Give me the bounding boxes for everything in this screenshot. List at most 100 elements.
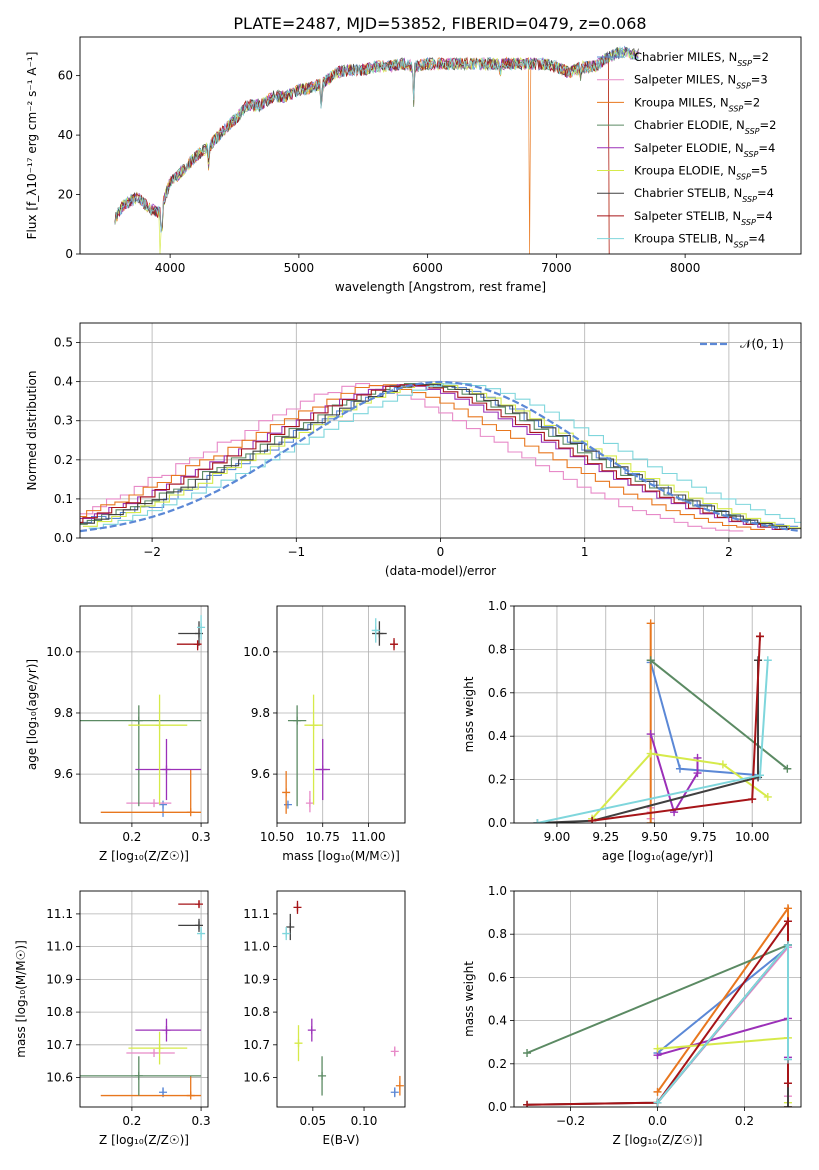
y-tick-label: 11.0	[243, 940, 270, 954]
weight-marker	[783, 904, 792, 913]
y-tick-label: 9.8	[54, 706, 73, 720]
errorbar-point	[294, 1025, 303, 1062]
x-axis-label: Z [log₁₀(Z/Z☉)]	[99, 1133, 189, 1147]
y-tick-label: 0.5	[54, 336, 73, 350]
marker	[195, 921, 204, 930]
errorbar-point	[282, 927, 291, 941]
y-tick-label: 1.0	[488, 599, 507, 613]
grid	[276, 606, 405, 823]
marker	[155, 1044, 164, 1053]
marker	[186, 1091, 195, 1100]
legend-label: Salpeter MILES, NSSP=3	[634, 73, 768, 91]
x-tick-label: 10.50	[260, 830, 294, 844]
legend-label: Salpeter STELIB, NSSP=4	[634, 209, 773, 227]
errorbar-point	[176, 640, 202, 651]
y-tick-label: 0.0	[488, 1100, 507, 1114]
x-tick-label: 0.3	[192, 830, 211, 844]
marker	[390, 640, 399, 649]
y-tick-label: 0.0	[54, 531, 73, 545]
grid	[80, 606, 208, 823]
errorbar-point	[178, 621, 204, 646]
x-axis-label: mass [log₁₀(M/M☉)]	[282, 849, 400, 863]
x-tick-label: 8000	[670, 261, 701, 275]
weight-marker	[763, 656, 772, 665]
plot-area	[533, 619, 792, 823]
marker	[195, 900, 204, 909]
marker	[294, 1039, 303, 1048]
plot-area	[80, 900, 206, 1100]
axes-frame	[513, 890, 802, 1108]
weight-line	[656, 905, 789, 1107]
y-tick-label: 10.8	[243, 1005, 270, 1019]
errorbar-point	[197, 615, 206, 640]
y-tick-label: 40	[58, 128, 73, 142]
x-axis-label: (data-model)/error	[385, 564, 496, 578]
weight-marker	[718, 760, 727, 769]
y-tick-label: 10.6	[243, 1071, 270, 1085]
errorbar-point	[371, 618, 380, 643]
y-axis-label: mass weight	[462, 961, 476, 1037]
weight-line	[537, 660, 759, 823]
x-tick-label: 0.2	[735, 1114, 754, 1128]
plot-area	[282, 618, 399, 814]
errorbar-point	[304, 694, 323, 805]
histogram-kroupa-elodie	[82, 383, 801, 529]
weight-line	[649, 662, 761, 777]
plot-area	[114, 45, 639, 254]
y-tick-label: 0.6	[488, 970, 507, 984]
spectrum-line	[114, 47, 639, 230]
y-tick-label: 11.1	[243, 907, 270, 921]
histogram-chabrier-miles	[80, 383, 799, 527]
axes-frame	[79, 890, 209, 1108]
histogram-salpeter-elodie	[80, 384, 787, 530]
errorbar-point	[159, 800, 168, 817]
x-axis-label: wavelength [Angstrom, rest frame]	[335, 280, 546, 294]
spectrum-line	[114, 46, 639, 233]
x-tick-label: 4000	[155, 261, 186, 275]
y-tick-label: 10.6	[46, 1071, 73, 1085]
x-tick-label: 0.2	[122, 1114, 141, 1128]
errorbar-point	[282, 771, 291, 814]
errorbar-point	[287, 705, 307, 807]
errorbar-point	[178, 900, 204, 909]
grid	[80, 891, 208, 1107]
errorbar-point	[390, 1087, 399, 1098]
errorbar-point	[372, 621, 387, 646]
y-tick-label: 0.8	[488, 642, 507, 656]
weight-marker	[783, 941, 792, 949]
marker	[318, 765, 327, 774]
y-tick-label: 0.8	[488, 927, 507, 941]
y-tick-label: 10.9	[46, 972, 73, 986]
y-tick-label: 0.4	[488, 729, 507, 743]
y-tick-label: 9.6	[251, 767, 270, 781]
marker	[371, 626, 380, 635]
marker	[283, 800, 292, 809]
legend-label: 𝒩(0, 1)	[740, 337, 784, 351]
y-tick-label: 10.7	[46, 1038, 73, 1052]
weight-marker	[653, 1098, 662, 1107]
axes-frame	[276, 605, 406, 824]
x-tick-label: 6000	[412, 261, 443, 275]
panel-spectrum: 4000 5000 6000 7000 8000 0 20 40 60 wavelength [A…	[25, 36, 802, 294]
x-axis-label: age [log₁₀(age/yr)]	[602, 849, 713, 863]
weight-marker	[756, 771, 764, 780]
weight-marker	[646, 656, 655, 665]
y-tick-label: 0.0	[488, 816, 507, 830]
y-axis-label: age [log₁₀(age/yr)]	[25, 659, 39, 770]
weight-marker	[653, 1087, 662, 1096]
marker	[150, 1049, 159, 1057]
x-tick-label: 11.00	[351, 830, 385, 844]
weight-line	[657, 1036, 789, 1103]
x-tick-label: 0.0	[648, 1114, 667, 1128]
errorbar-point	[293, 900, 302, 914]
spectrum-line	[114, 55, 610, 254]
errorbar-point	[126, 1049, 175, 1057]
x-axis-label: Z [log₁₀(Z/Z☉)]	[613, 1133, 703, 1147]
weight-line	[649, 733, 699, 815]
legend-label: Chabrier STELIB, NSSP=4	[634, 186, 774, 204]
histogram-kroupa-miles	[80, 384, 765, 530]
axes-frame	[276, 890, 406, 1108]
x-tick-label: −2	[143, 545, 161, 559]
x-tick-label: 0.10	[351, 1114, 378, 1128]
